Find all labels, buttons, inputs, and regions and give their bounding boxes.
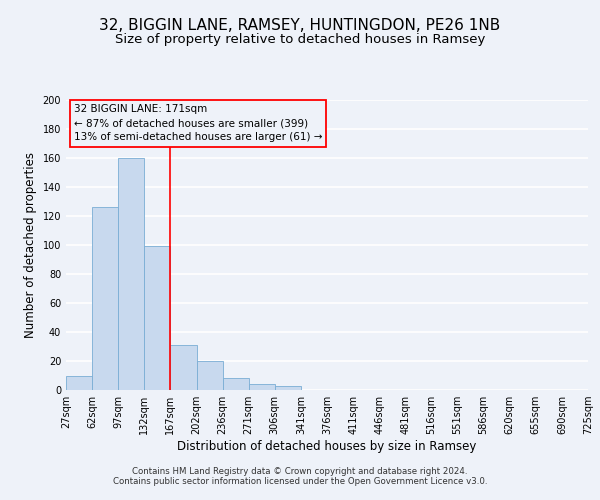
Bar <box>223 378 249 390</box>
Text: 32, BIGGIN LANE, RAMSEY, HUNTINGDON, PE26 1NB: 32, BIGGIN LANE, RAMSEY, HUNTINGDON, PE2… <box>100 18 500 32</box>
Text: Contains public sector information licensed under the Open Government Licence v3: Contains public sector information licen… <box>113 477 487 486</box>
Bar <box>118 158 145 390</box>
Text: 32 BIGGIN LANE: 171sqm
← 87% of detached houses are smaller (399)
13% of semi-de: 32 BIGGIN LANE: 171sqm ← 87% of detached… <box>74 104 322 142</box>
Bar <box>170 345 197 390</box>
X-axis label: Distribution of detached houses by size in Ramsey: Distribution of detached houses by size … <box>178 440 476 453</box>
Text: Contains HM Land Registry data © Crown copyright and database right 2024.: Contains HM Land Registry data © Crown c… <box>132 467 468 476</box>
Bar <box>66 376 92 390</box>
Text: Size of property relative to detached houses in Ramsey: Size of property relative to detached ho… <box>115 32 485 46</box>
Bar <box>92 208 118 390</box>
Bar <box>249 384 275 390</box>
Bar <box>197 361 223 390</box>
Bar <box>275 386 301 390</box>
Y-axis label: Number of detached properties: Number of detached properties <box>24 152 37 338</box>
Bar <box>145 246 170 390</box>
